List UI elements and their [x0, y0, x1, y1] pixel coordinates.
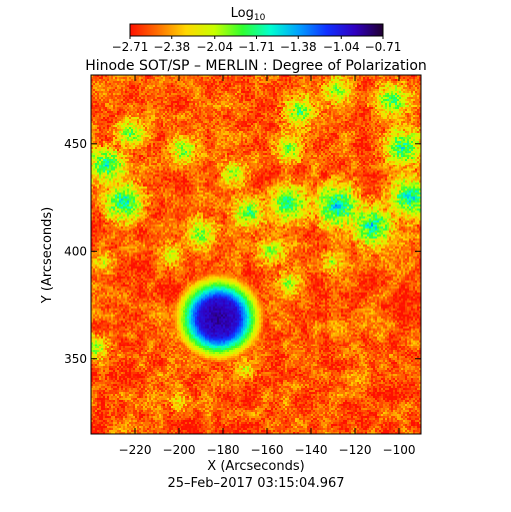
colorbar-title-sub: 10: [254, 13, 266, 23]
colorbar-tick-label: −1.04: [323, 40, 360, 54]
x-tick-label: −120: [339, 443, 372, 457]
colorbar: [129, 23, 384, 37]
colorbar-title-base: Log: [231, 6, 254, 21]
colorbar-tick-label: −2.04: [196, 40, 233, 54]
y-tick-label: 350: [64, 352, 87, 366]
timestamp: 25–Feb–2017 03:15:04.967: [167, 476, 344, 491]
colorbar-ticks: −2.71 −2.38 −2.04 −1.71 −1.38 −1.04 −0.71: [112, 36, 402, 54]
x-axis-label: X (Arcseconds): [207, 459, 304, 474]
x-tick-label: −160: [251, 443, 284, 457]
y-tick-label: 450: [64, 137, 87, 151]
y-axis: 350 400 450: [64, 137, 421, 366]
x-tick-label: −180: [207, 443, 240, 457]
colorbar-tick-label: −1.38: [280, 40, 317, 54]
x-tick-label: −200: [163, 443, 196, 457]
chart-title: Hinode SOT/SP – MERLIN : Degree of Polar…: [85, 58, 427, 74]
colorbar-tick-label: −0.71: [365, 40, 402, 54]
x-tick-label: −220: [119, 443, 152, 457]
x-axis: −220 −200 −180 −160 −140 −120 −100: [119, 75, 416, 457]
x-tick-label: −100: [383, 443, 416, 457]
heatmap-image: [91, 75, 421, 434]
x-tick-label: −140: [295, 443, 328, 457]
colorbar-tick-label: −2.71: [112, 40, 149, 54]
y-axis-label: Y (Arcseconds): [40, 207, 55, 304]
y-tick-label: 400: [64, 244, 87, 258]
colorbar-tick-label: −2.38: [153, 40, 190, 54]
colorbar-title: Log10: [231, 6, 266, 23]
plot-frame: [90, 74, 422, 435]
colorbar-tick-label: −1.71: [238, 40, 275, 54]
plot-area: [90, 74, 422, 435]
